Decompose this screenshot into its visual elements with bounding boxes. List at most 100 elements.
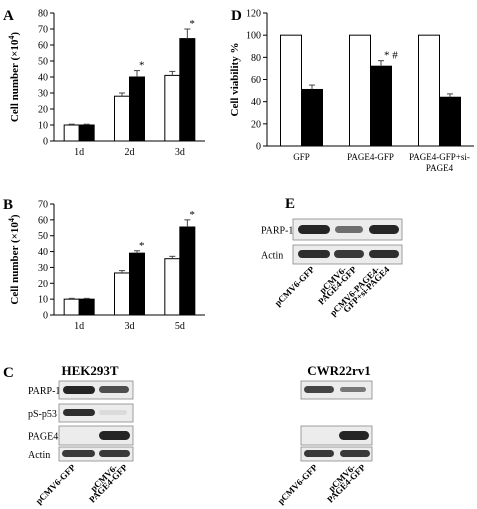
band	[340, 450, 370, 457]
chart-d: 0 20 40 60 80 100 120 Cell viability % GFP PAGE4-…	[229, 9, 474, 173]
bar-white-1d	[63, 298, 80, 316]
x-category-label: 5d	[175, 321, 185, 332]
blot-strip	[58, 380, 134, 400]
y-tick-label: 30	[38, 89, 48, 100]
y-axis-label: Cell number (×104)	[7, 32, 21, 122]
y-tick-label: 20	[251, 119, 261, 130]
bar-black-5d	[179, 226, 196, 316]
y-axis-label-close: )	[9, 32, 21, 36]
blot-row-label: Actin	[261, 251, 283, 262]
bar-white-1d	[63, 124, 80, 142]
y-tick-label: 60	[38, 215, 48, 226]
band	[369, 250, 399, 258]
bar-white-5d	[164, 258, 181, 316]
y-axis-label-text: Cell number (×10	[9, 222, 21, 305]
band	[99, 431, 130, 440]
bar-black-1d	[78, 298, 95, 316]
blot-row-label: PARP-1	[28, 386, 60, 397]
y-tick-label: 60	[251, 75, 261, 86]
bar-black-3d	[129, 252, 145, 316]
band	[298, 225, 330, 234]
panel-letter-d: D	[231, 8, 242, 24]
y-tick-label: 20	[38, 105, 48, 116]
x-category-label: GFP	[293, 152, 310, 162]
x-category-label: PAGE4-GFP	[347, 152, 394, 162]
bar-black-3d	[179, 38, 196, 142]
band	[335, 226, 363, 233]
bar-white-PAGE4-GFP	[349, 34, 371, 147]
blot-row-label: PARP-1	[261, 226, 293, 237]
significance-mark: *	[189, 209, 195, 221]
significance-mark: *	[139, 240, 145, 252]
significance-mark: *	[139, 60, 145, 72]
y-tick-label: 80	[38, 9, 48, 20]
y-tick-label: 10	[38, 121, 48, 132]
y-tick-label: 0	[256, 142, 261, 153]
bar-white-3d	[164, 74, 181, 142]
y-axis-label: Cell number (×104)	[7, 214, 21, 304]
bar-black-PAGE4-GFP+si-PAGE4	[439, 96, 461, 147]
lane-label: pCMV6-GFP	[34, 462, 78, 506]
band	[63, 386, 95, 394]
band	[334, 250, 364, 258]
y-tick-label: 40	[38, 247, 48, 258]
blot-row-label: Actin	[28, 450, 50, 461]
chart-a: 0 10 20 30 40 50 60 70 80 Cell number (×104) 1d 2d 3…	[7, 9, 205, 158]
band	[304, 450, 334, 457]
blot-strip	[300, 380, 373, 400]
y-tick-label: 50	[38, 231, 48, 242]
panel-letter-c: C	[3, 365, 14, 381]
x-category-label: 1d	[74, 321, 84, 332]
panel-letter-b: B	[3, 197, 13, 213]
bar-black-GFP	[301, 88, 323, 147]
x-category-label: PAGE4	[426, 163, 454, 173]
panel-letter-a: A	[3, 8, 14, 24]
band	[99, 410, 127, 415]
x-category-label: 1d	[74, 147, 84, 158]
western-blot-c: HEK293T CWR22rv1PARP-1pS-p53PAGE4ActinpCM…	[28, 363, 373, 506]
y-axis-label-close: )	[9, 214, 21, 218]
bar-white-PAGE4-GFP+si-PAGE4	[418, 34, 440, 147]
bar-white-GFP	[280, 34, 302, 147]
band	[340, 387, 366, 392]
bar-white-2d	[114, 95, 130, 142]
significance-mark: * #	[384, 50, 398, 62]
band	[99, 450, 130, 457]
y-axis-label-text: Cell number (×10	[9, 39, 21, 122]
bar-white-3d	[114, 272, 130, 316]
chart-b: 0 10 20 30 40 50 60 70 Cell number (×104) 1d 3d 5d *…	[7, 200, 205, 332]
panel-letter-e: E	[285, 196, 295, 212]
y-tick-label: 70	[38, 200, 48, 211]
band	[99, 386, 129, 393]
x-category-label: 3d	[125, 321, 135, 332]
y-tick-label: 0	[43, 137, 48, 148]
band	[298, 250, 330, 258]
y-tick-label: 0	[43, 311, 48, 322]
y-axis-label-exponent: 4	[7, 36, 16, 40]
y-tick-label: 70	[38, 25, 48, 36]
y-tick-label: 30	[38, 263, 48, 274]
y-tick-label: 20	[38, 279, 48, 290]
blot-row-label: pS-p53	[28, 409, 57, 420]
y-tick-label: 80	[251, 53, 261, 64]
band	[339, 431, 369, 440]
lane-label: pCMV6-GFP	[273, 264, 317, 308]
y-tick-label: 50	[38, 57, 48, 68]
band	[63, 409, 95, 416]
x-category-label: 3d	[175, 147, 185, 158]
y-tick-label: 40	[38, 73, 48, 84]
blot-strip	[300, 425, 373, 446]
cell-line-label: CWR22rv1	[307, 363, 371, 378]
cell-line-label: HEK293T	[61, 363, 118, 378]
bar-black-1d	[78, 124, 95, 142]
blot-strip	[58, 425, 134, 446]
y-tick-label: 100	[246, 31, 261, 42]
x-category-label: 2d	[125, 147, 135, 158]
y-axis-label: Cell viability %	[229, 43, 241, 117]
significance-mark: *	[189, 18, 195, 30]
y-axis-label-exponent: 4	[7, 218, 16, 222]
band	[62, 450, 95, 457]
y-tick-label: 60	[38, 41, 48, 52]
